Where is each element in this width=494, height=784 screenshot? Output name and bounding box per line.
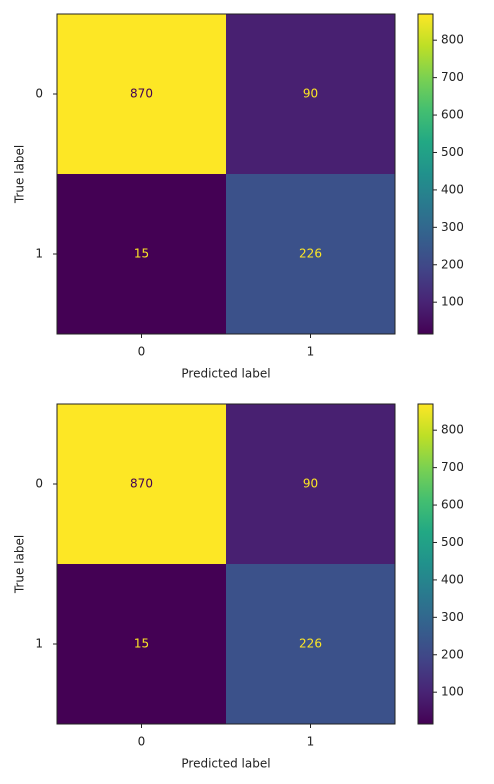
cell-label: 15: [134, 247, 149, 261]
cell: [57, 564, 226, 724]
cell-label: 870: [130, 477, 153, 491]
cell-label: 870: [130, 87, 153, 101]
cell: [57, 174, 226, 334]
x-tick-label: 0: [138, 345, 146, 359]
plot-frame: [56, 403, 396, 725]
colorbar-tick-label: 700: [441, 460, 464, 474]
colorbar: [417, 13, 434, 335]
colorbar-tick-label: 500: [441, 145, 464, 159]
colorbar-tick-label: 500: [441, 535, 464, 549]
colorbar-tick-label: 100: [441, 295, 464, 309]
x-axis-label: Predicted label: [181, 757, 270, 771]
cell-label: 226: [299, 637, 322, 651]
x-tick-label: 0: [138, 735, 146, 749]
cell: [226, 14, 395, 174]
plot-frame: [56, 13, 396, 335]
colorbar-tick-label: 200: [441, 647, 464, 661]
colorbar-tick-label: 300: [441, 610, 464, 624]
cell: [57, 404, 226, 564]
x-tick-label: 1: [307, 345, 315, 359]
cell: [226, 564, 395, 724]
y-axis-label: True label: [13, 145, 27, 204]
colorbar-tick-label: 300: [441, 220, 464, 234]
cell-label: 90: [303, 477, 318, 491]
colorbar: [417, 403, 434, 725]
y-tick-label: 0: [35, 477, 43, 491]
y-tick-label: 1: [35, 247, 43, 261]
colorbar-tick-label: 400: [441, 182, 464, 196]
cell-label: 15: [134, 637, 149, 651]
cell-label: 90: [303, 87, 318, 101]
y-axis-label: True label: [13, 535, 27, 594]
x-tick-label: 1: [307, 735, 315, 749]
colorbar-tick-label: 200: [441, 257, 464, 271]
colorbar-tick-label: 600: [441, 108, 464, 122]
y-tick-label: 0: [35, 87, 43, 101]
cell-label: 226: [299, 247, 322, 261]
colorbar-tick-label: 400: [441, 572, 464, 586]
cell: [226, 404, 395, 564]
colorbar-tick-label: 700: [441, 70, 464, 84]
x-axis-label: Predicted label: [181, 367, 270, 381]
colorbar-tick-label: 800: [441, 423, 464, 437]
cell: [57, 14, 226, 174]
colorbar-tick-label: 600: [441, 498, 464, 512]
colorbar-tick-label: 800: [441, 33, 464, 47]
cell: [226, 174, 395, 334]
colorbar-tick-label: 100: [441, 685, 464, 699]
y-tick-label: 1: [35, 637, 43, 651]
